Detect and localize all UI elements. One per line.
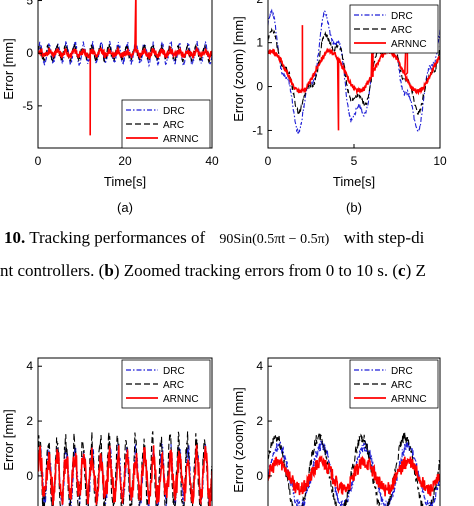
caption-formula: 90Sin(0.5πt − 0.5π) [219,232,330,247]
x-tick-label: 10 [433,154,447,168]
y-tick-label: 2 [256,414,263,428]
plot-frame [267,357,441,506]
series-line-arc [38,431,212,506]
legend-label-arnnc: ARNNC [163,134,199,145]
chart-panel-a: 0 20 40 -5 0 5 Time[s] Error [mm] (a) DRC ARC ARNNC [1,0,219,215]
legend-label-drc: DRC [391,11,413,22]
x-axis-label: Time[s] [333,174,375,189]
legend-label-arc: ARC [391,380,412,391]
chart-panel-e: 0 2 4 Error (zoom) [mm] DRC ARC ARNNC [231,357,441,506]
series-line-arnnc [268,7,440,131]
legend-label-arnnc: ARNNC [391,39,427,50]
caption-line2-start: nt controllers. ( [0,261,105,280]
series-group [268,7,440,134]
series-line-arc [38,43,212,64]
caption-line2-end: ) Z [405,261,426,280]
legend: DRC ARC ARNNC [121,99,211,149]
caption-text: Tracking performances of [29,228,206,247]
y-tick-label: 0 [26,46,33,60]
x-tick-label: 20 [118,154,132,168]
panel-label: (a) [117,200,133,215]
y-tick-label: 2 [256,0,263,6]
x-tick-label: 0 [265,154,272,168]
y-axis-label: Error [mm] [1,38,16,99]
y-tick-label: 4 [256,359,263,373]
series-line-arc [268,27,440,116]
series-line-drc [38,38,212,68]
legend: DRC ARC ARNNC [349,4,439,54]
y-axis-label: Error (zoom) [mm] [231,387,246,492]
caption-figure-number: 10. [4,228,26,247]
series-group [38,0,212,136]
x-tick-label: 40 [205,154,219,168]
series-line-arc [268,432,440,506]
chart-panel-d: 0 2 4 Error [mm] DRC ARC ARNNC [1,357,213,506]
legend: DRC ARC ARNNC [121,359,211,409]
legend-label-arc: ARC [391,25,412,36]
y-tick-label: -1 [252,123,263,137]
legend-label-arc: ARC [163,120,184,131]
caption-b-label: b [104,261,114,280]
series-line-drc [268,8,440,134]
y-tick-label: 5 [26,0,33,8]
y-tick-label: 0 [256,469,263,483]
y-tick-label: 4 [26,359,33,373]
x-tick-label: 5 [351,154,358,168]
series-line-arnnc [268,454,440,497]
panel-label: (b) [346,200,362,215]
caption-line2-middle: ) Zoomed tracking errors from 0 to 10 s.… [113,261,399,280]
y-axis-label: Error [mm] [1,409,16,470]
y-tick-label: -5 [22,99,33,113]
y-axis-label: Error (zoom) [mm] [231,16,246,121]
legend-label-drc: DRC [391,366,413,377]
series-line-arnnc [38,0,212,136]
x-tick-label: 0 [35,154,42,168]
legend-label-drc: DRC [163,106,185,117]
y-tick-label: 0 [26,469,33,483]
y-tick-label: 1 [256,36,263,50]
chart-panel-b: 0 5 10 -1 0 1 2 Time[s] Error (zoom) [mm] (b) DRC A… [231,0,447,215]
series-group [268,432,440,506]
y-tick-label: 0 [256,80,263,94]
plot-frame [37,357,213,506]
legend-label-arnnc: ARNNC [163,394,199,405]
x-axis-label: Time[s] [104,174,146,189]
caption-c-label: c [398,261,406,280]
y-tick-label: 2 [26,414,33,428]
caption-suffix: with step-di [343,228,425,247]
legend: DRC ARC ARNNC [349,359,439,409]
series-line-arnnc [38,444,212,506]
legend-label-arc: ARC [163,380,184,391]
legend-label-arnnc: ARNNC [391,394,427,405]
legend-label-drc: DRC [163,366,185,377]
caption-line-1: 10. Tracking performances of 90Sin(0.5πt… [4,228,424,248]
series-group [38,431,212,506]
caption-line-2: nt controllers. (b) Zoomed tracking erro… [0,261,426,281]
